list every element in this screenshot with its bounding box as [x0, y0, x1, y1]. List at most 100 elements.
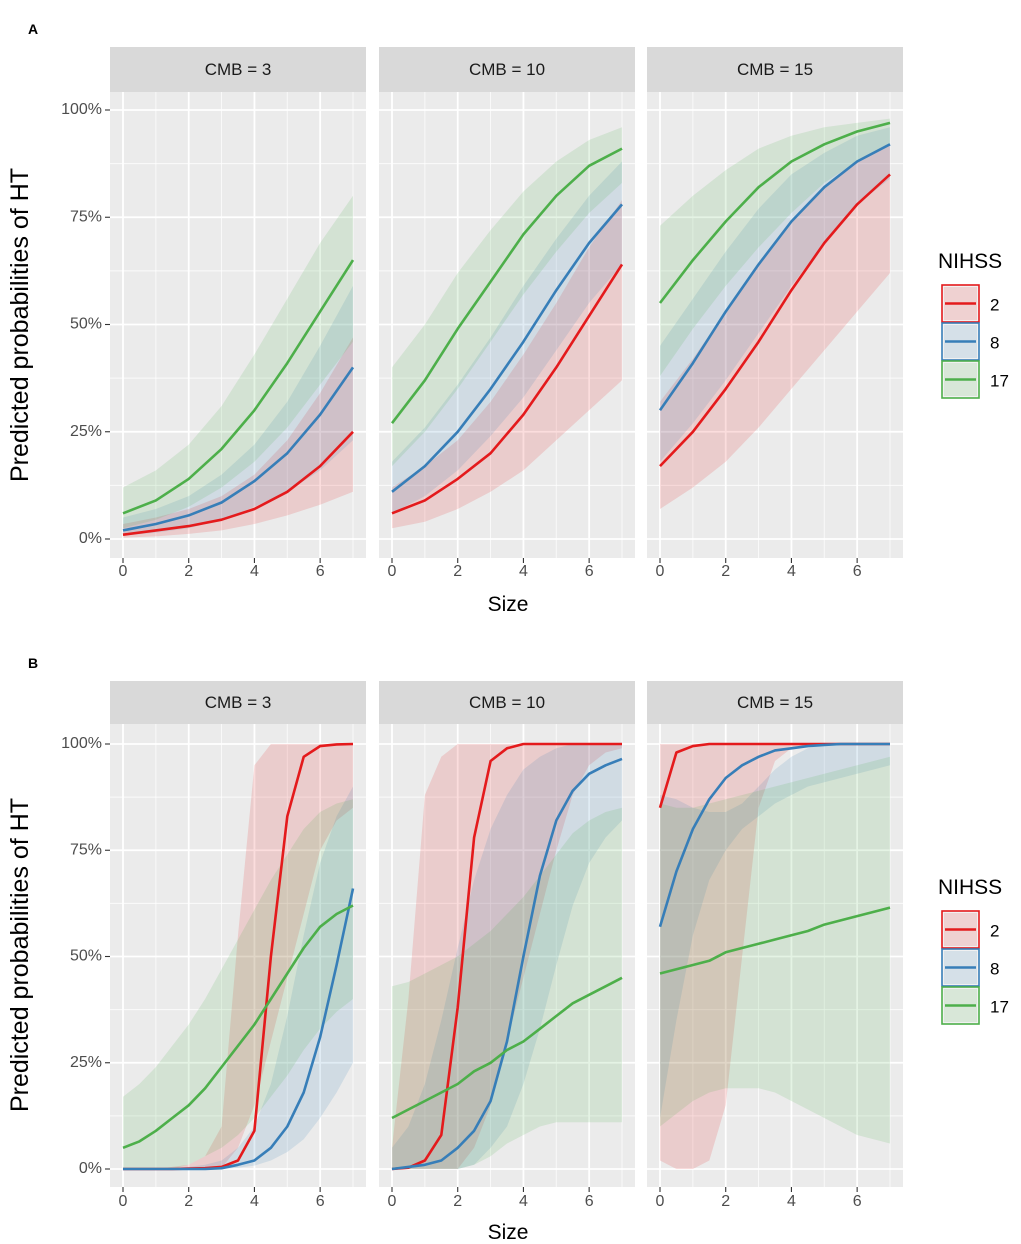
ci-band-nihss-2 [392, 200, 622, 529]
ci-band-nihss-17 [123, 195, 353, 529]
facet-strip-label: CMB = 3 [205, 60, 272, 79]
facet-strip [379, 681, 635, 724]
facet-strip-label: CMB = 15 [737, 60, 813, 79]
x-tick-label: 6 [853, 563, 862, 580]
ci-band-nihss-17 [660, 756, 890, 1144]
panel-background [647, 724, 903, 1187]
x-tick-label: 6 [585, 563, 594, 580]
facet-panel: CMB = 10 0 2 4 6 [379, 47, 635, 580]
x-tick-label: 2 [184, 1193, 193, 1210]
x-tick-label: 0 [656, 563, 665, 580]
series-line-nihss-8 [658, 143, 891, 412]
ci-band-nihss-8 [660, 744, 890, 1118]
x-tick-label: 6 [585, 1193, 594, 1210]
series-line-nihss-8 [658, 742, 890, 928]
x-tick-label: 0 [119, 563, 128, 580]
x-tick-label: 0 [388, 563, 397, 580]
x-tick-label: 4 [787, 1193, 796, 1210]
ci-band-nihss-2 [123, 744, 353, 1169]
x-tick-label: 4 [250, 1193, 259, 1210]
facet-strip-label: CMB = 10 [469, 60, 545, 79]
series-line-nihss-2 [659, 173, 891, 467]
facet-panel: CMB = 3 0 2 4 6 0% 25% 50% 75% 100% [61, 47, 366, 580]
series-line-nihss-8 [122, 366, 355, 532]
facet-strip [647, 681, 903, 724]
series-line-nihss-2 [391, 263, 624, 515]
series-line-nihss-17 [122, 259, 355, 515]
y-tick-label: 0% [79, 530, 102, 547]
y-tick-label: 75% [70, 841, 102, 858]
x-tick-label: 0 [388, 1193, 397, 1210]
figure-b-legend-title: NIHSS [938, 876, 1002, 899]
series-line-nihss-17 [659, 906, 891, 975]
series-line-nihss-8 [391, 757, 623, 1171]
y-tick-label: 100% [61, 101, 102, 118]
x-tick-label: 6 [853, 1193, 862, 1210]
figure-a-legend-label-2: 2 [990, 295, 999, 314]
figure-b: CMB = 30 2 4 60%25%50%75%100%CMB = 100 2 4 6CM… [61, 681, 980, 1210]
y-tick-label: 100% [61, 735, 102, 752]
figure-b-tag: B [28, 655, 38, 671]
y-tick-label: 50% [70, 316, 102, 333]
facet-strip-label: CMB = 3 [205, 693, 272, 712]
series-line-nihss-17 [122, 904, 354, 1150]
panel-background [110, 724, 366, 1187]
series-line-nihss-2 [122, 430, 354, 536]
figure-a-x-axis-title: Size [488, 593, 529, 616]
y-tick-label: 25% [70, 423, 102, 440]
ci-band-nihss-8 [660, 127, 890, 462]
ci-band-nihss-2 [660, 144, 890, 510]
facet-panel: CMB = 15 0 2 4 6 [647, 47, 903, 580]
x-tick-label: 6 [316, 563, 325, 580]
y-tick-label: 0% [79, 1160, 102, 1177]
figure-b-legend-label-17: 17 [990, 997, 1009, 1016]
figure-a-tag: A [28, 21, 38, 37]
x-tick-label: 0 [119, 1193, 128, 1210]
series-line-nihss-17 [390, 147, 623, 424]
ci-band-nihss-2 [123, 337, 353, 538]
x-tick-label: 2 [184, 563, 193, 580]
facet-panel: CMB = 10 0 2 4 6 [379, 681, 635, 1210]
facet-strip [647, 47, 903, 92]
facet-strip-label: CMB = 15 [737, 693, 813, 712]
x-tick-label: 2 [453, 563, 462, 580]
facet-strip [110, 47, 366, 92]
figure-a-y-axis-title: Predicted probabilities of HT [6, 168, 34, 482]
facet-strip-label: CMB = 10 [469, 693, 545, 712]
x-tick-label: 4 [519, 1193, 528, 1210]
x-tick-label: 2 [721, 1193, 730, 1210]
ci-band-nihss-8 [123, 285, 353, 536]
facet-panel: CMB = 3 0 2 4 6 0% 25% 50% 75% 100% [61, 681, 366, 1210]
ci-band-nihss-8 [392, 161, 622, 514]
figure-a: CMB = 30 2 4 60%25%50%75%100%CMB = 100 2 4 6CM… [61, 47, 980, 580]
series-line-nihss-2 [391, 742, 622, 1171]
facet-panel: CMB = 15 0 2 4 6 [647, 681, 903, 1210]
panel-background [379, 724, 635, 1187]
x-tick-label: 0 [656, 1193, 665, 1210]
facet-strip [110, 681, 366, 724]
figure-a-legend-label-17: 17 [990, 371, 1009, 390]
y-tick-label: 25% [70, 1054, 102, 1071]
ci-band-nihss-2 [660, 744, 890, 1169]
x-tick-label: 2 [721, 563, 730, 580]
x-tick-label: 4 [250, 563, 259, 580]
ci-band-nihss-17 [660, 118, 890, 376]
x-tick-label: 4 [787, 563, 796, 580]
facet-strip [379, 47, 635, 92]
series-line-nihss-8 [391, 203, 623, 493]
figure-a-legend-title: NIHSS [938, 250, 1002, 273]
figure-b-legend-label-8: 8 [990, 959, 999, 978]
figure-b-legend-label-2: 2 [990, 921, 999, 940]
x-tick-label: 4 [519, 563, 528, 580]
ci-band-nihss-17 [123, 799, 353, 1169]
figure-b-y-axis-title: Predicted probabilities of HT [6, 798, 34, 1112]
y-tick-label: 75% [70, 208, 102, 225]
series-line-nihss-17 [391, 976, 623, 1120]
series-line-nihss-17 [658, 121, 891, 304]
figure-b-x-axis-title: Size [488, 1221, 529, 1244]
x-tick-label: 6 [316, 1193, 325, 1210]
figure-a-legend-label-8: 8 [990, 333, 999, 352]
series-line-nihss-8 [123, 888, 355, 1171]
x-tick-label: 2 [453, 1193, 462, 1210]
